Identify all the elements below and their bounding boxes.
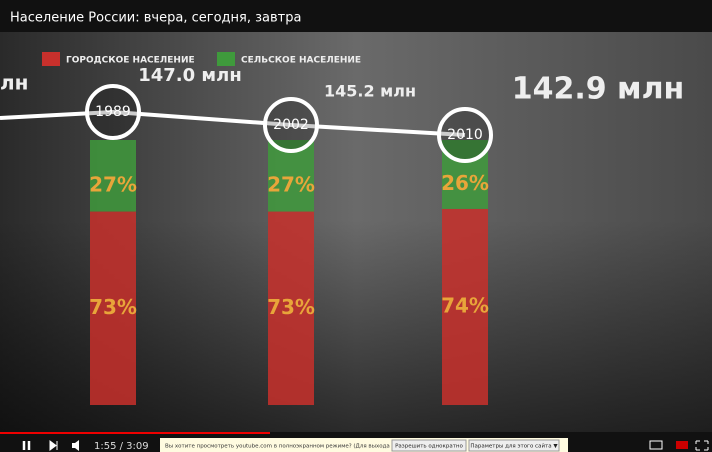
value-label: 73%: [89, 295, 137, 319]
legend-swatch: [217, 52, 235, 66]
settings-label[interactable]: Параметры для этого сайта ▼: [470, 443, 558, 450]
legend-label: ГОРОДСКОЕ НАСЕЛЕНИЕ: [66, 56, 195, 66]
time: 1:55 / 3:09: [94, 441, 149, 452]
progress[interactable]: [0, 432, 270, 434]
year-label: 2010: [447, 127, 483, 143]
left-fragment: лн: [0, 71, 28, 95]
player: Население России: вчера, сегодня, завтра…: [0, 0, 712, 452]
value-label: 73%: [267, 295, 315, 319]
video-title[interactable]: Население России: вчера, сегодня, завтра: [10, 11, 301, 26]
year-label: 1989: [95, 104, 131, 120]
allow-label[interactable]: Разрешить однократно: [395, 444, 463, 450]
population-label: 147.0 млн: [138, 65, 242, 86]
value-label: 26%: [441, 171, 489, 195]
page: Население России: вчера, сегодня, завтра…: [0, 0, 712, 452]
population-label: 142.9 млн: [512, 72, 685, 107]
legend-label: СЕЛЬСКОЕ НАСЕЛЕНИЕ: [241, 56, 361, 66]
hd-button[interactable]: [676, 441, 688, 449]
value-label: 74%: [441, 293, 489, 317]
population-label: 145.2 млн: [324, 82, 416, 101]
year-label: 2002: [273, 117, 309, 133]
value-label: 27%: [89, 172, 137, 196]
value-label: 27%: [267, 172, 315, 196]
legend-swatch: [42, 52, 60, 66]
